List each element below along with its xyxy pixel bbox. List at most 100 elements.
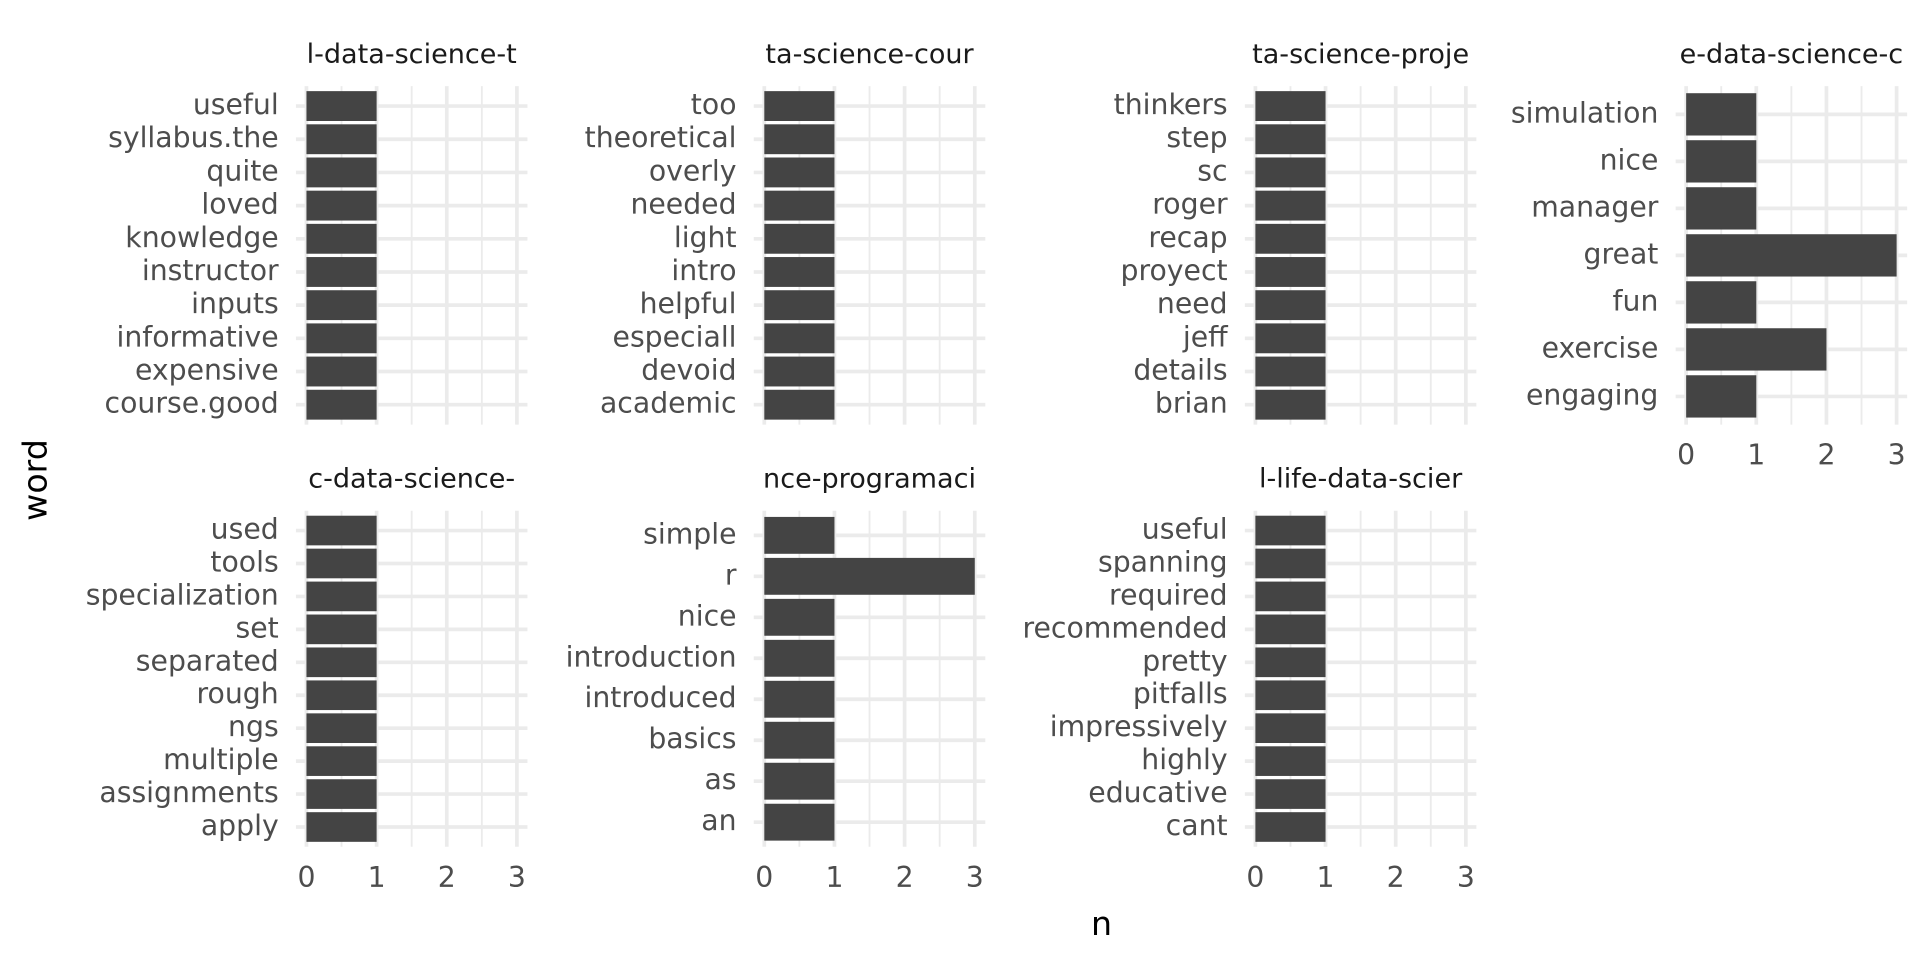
bar [764, 190, 835, 221]
bar [1255, 581, 1326, 612]
bar [1255, 190, 1326, 221]
y-tick-label: assignments [99, 776, 278, 809]
y-tick-label: theoretical [585, 121, 737, 154]
bar [764, 557, 975, 595]
bar [306, 713, 377, 744]
bar [764, 91, 835, 121]
bar [306, 323, 377, 354]
y-tick-label: set [235, 611, 278, 644]
y-tick-label: especiall [613, 320, 737, 353]
x-tick-label: 0 [1677, 439, 1695, 472]
bar [764, 721, 835, 759]
x-tick-label: 0 [297, 861, 315, 894]
bar [306, 223, 377, 254]
bar [306, 91, 377, 121]
y-tick-label: loved [201, 188, 278, 221]
y-tick-label: course.good [105, 387, 279, 420]
x-tick-label: 2 [1817, 439, 1835, 472]
y-tick-label: r [725, 558, 737, 591]
y-tick-label: needed [630, 188, 736, 221]
bar [306, 680, 377, 711]
y-tick-label: jeff [1182, 320, 1229, 353]
facet-title: l-data-science-t [307, 39, 517, 70]
x-axis-title: n [1091, 904, 1112, 943]
y-tick-label: thinkers [1114, 88, 1228, 121]
y-tick-label: too [691, 88, 737, 121]
y-tick-label: devoid [641, 354, 736, 387]
bar [1255, 548, 1326, 579]
y-tick-label: recommended [1023, 611, 1228, 644]
bar [306, 290, 377, 321]
facet-title: l-life-data-scier [1259, 464, 1463, 495]
bar [306, 124, 377, 155]
y-tick-label: pitfalls [1133, 677, 1228, 710]
bar [764, 124, 835, 155]
y-tick-label: pretty [1142, 644, 1227, 677]
bar [764, 323, 835, 354]
y-tick-label: instructor [142, 254, 279, 287]
y-tick-label: impressively [1050, 710, 1228, 743]
bar [306, 548, 377, 579]
facet-title: ta-science-proje [1252, 39, 1469, 70]
y-tick-label: spanning [1098, 545, 1228, 578]
y-tick-label: light [674, 221, 737, 254]
y-tick-label: used [211, 513, 279, 546]
x-tick-label: 3 [508, 861, 526, 894]
y-tick-label: proyect [1121, 254, 1228, 287]
y-tick-label: recap [1148, 221, 1227, 254]
bar [1255, 157, 1326, 188]
y-tick-label: fun [1613, 284, 1659, 317]
x-tick-label: 3 [1888, 439, 1906, 472]
y-tick-label: useful [193, 88, 279, 121]
x-tick-label: 1 [1317, 861, 1335, 894]
y-tick-label: multiple [163, 743, 279, 776]
facet-title: e-data-science-c [1680, 39, 1904, 70]
bar [1255, 124, 1326, 155]
y-tick-label: ngs [228, 710, 279, 743]
bar [764, 157, 835, 188]
bar [306, 356, 377, 387]
y-tick-label: great [1584, 237, 1659, 270]
x-tick-label: 1 [368, 861, 386, 894]
y-tick-label: roger [1152, 188, 1228, 221]
bar [306, 779, 377, 809]
bar [764, 680, 835, 718]
bar [1255, 614, 1326, 645]
y-tick-label: helpful [640, 287, 737, 320]
y-tick-label: tools [210, 545, 278, 578]
bar [306, 190, 377, 221]
y-tick-label: brian [1155, 387, 1228, 420]
bar [1686, 140, 1757, 183]
facet-title: ta-science-cour [765, 39, 974, 70]
bar [764, 356, 835, 387]
y-tick-label: cant [1166, 809, 1228, 842]
x-tick-label: 1 [825, 861, 843, 894]
bar [306, 812, 377, 842]
y-tick-label: step [1166, 121, 1227, 154]
bar [306, 647, 377, 678]
facet-title: c-data-science- [308, 464, 515, 495]
bar [1255, 290, 1326, 321]
y-axis-title: word [15, 439, 54, 521]
bar [1255, 323, 1326, 354]
bar [1686, 281, 1757, 324]
x-tick-label: 2 [438, 861, 456, 894]
bar [1255, 779, 1326, 809]
x-tick-label: 1 [1747, 439, 1765, 472]
y-tick-label: manager [1531, 190, 1659, 223]
y-tick-label: exercise [1542, 331, 1659, 364]
y-tick-label: introduced [585, 681, 737, 714]
bar [764, 516, 835, 554]
y-tick-label: highly [1141, 743, 1227, 776]
x-tick-label: 3 [1457, 861, 1475, 894]
y-tick-label: intro [671, 254, 736, 287]
y-tick-label: nice [1600, 143, 1659, 176]
bar [1255, 515, 1326, 546]
bar [1686, 93, 1757, 136]
y-tick-label: useful [1142, 513, 1228, 546]
y-tick-label: expensive [135, 354, 279, 387]
y-tick-label: an [701, 804, 736, 837]
bar [1255, 746, 1326, 776]
x-tick-label: 2 [896, 861, 914, 894]
